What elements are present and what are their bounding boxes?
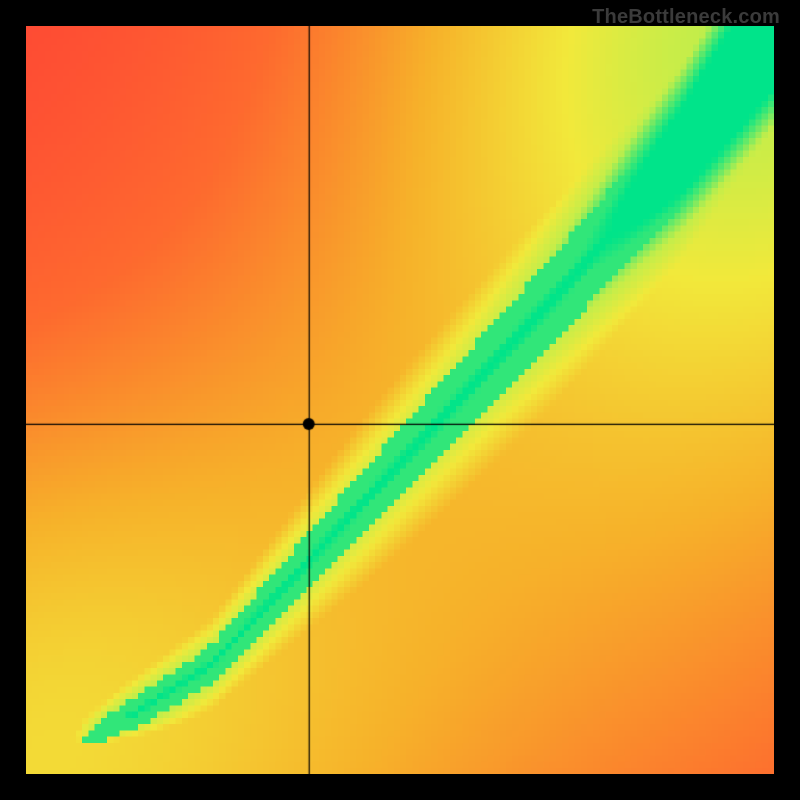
watermark-label: TheBottleneck.com (592, 6, 780, 29)
overlay-canvas (26, 26, 774, 774)
chart-frame: { "type": "heatmap", "watermark": { "tex… (0, 0, 800, 800)
